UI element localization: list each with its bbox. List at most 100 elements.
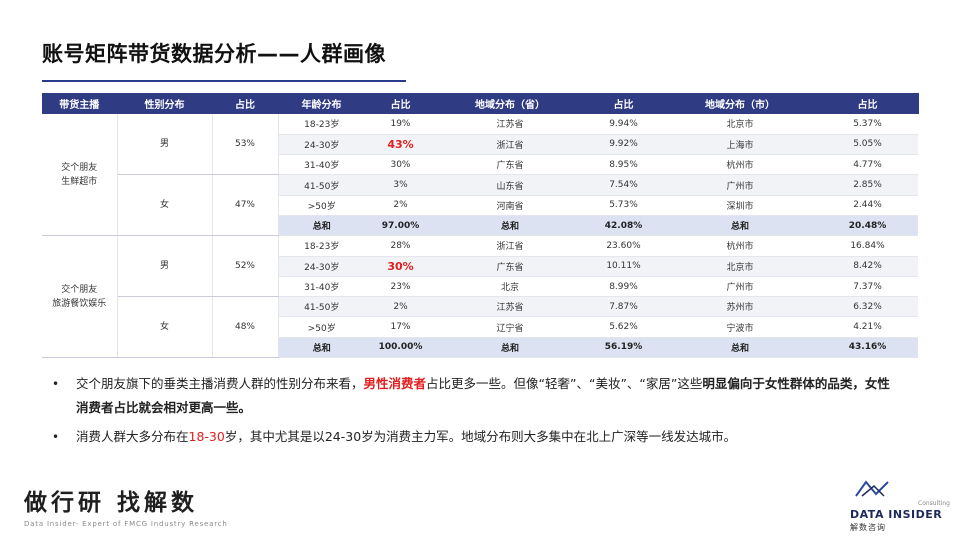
province-pct-cell: 8.99%: [584, 276, 663, 298]
audience-table: 带货主播 性别分布 占比 年龄分布 占比 地域分布（省） 占比 地域分布（市） …: [42, 93, 919, 359]
city-cell: 苏州市: [663, 296, 817, 318]
brand-consulting: Consulting: [918, 500, 950, 507]
age-cell: 41-50岁: [278, 296, 365, 318]
age-pct-cell: 2%: [365, 195, 436, 216]
province-pct-cell: 7.54%: [584, 174, 663, 196]
gender-pct-cell: 48%: [212, 296, 279, 359]
bullet-text-part: 占比更多一些。但像“轻奢”、“美妆”、“家居”这些: [426, 376, 703, 391]
city-cell: 上海市: [663, 134, 817, 156]
bullet-text-part: 消费人群大多分布在: [76, 429, 189, 444]
header-province-pct: 占比: [584, 93, 664, 114]
total-row: 总和 97.00% 总和 42.08% 总和 20.48%: [42, 215, 918, 237]
age-cell: 31-40岁: [278, 154, 365, 176]
bullet-text: 消费人群大多分布在18-30岁，其中尤其是以24-30岁为消费主力军。地域分布则…: [76, 425, 736, 449]
total-age-value: 100.00%: [365, 337, 436, 359]
total-label: 总和: [278, 337, 365, 359]
table-row: 31-40岁 23% 北京 8.99% 广州市 7.37%: [42, 276, 918, 298]
table-row: 交个朋友 旅游餐饮娱乐 男 52% 18-23岁 28% 浙江省 23.60% …: [42, 235, 918, 359]
province-cell: 浙江省: [436, 134, 584, 156]
gender-pct-cell: 52%: [212, 235, 279, 298]
total-label: 总和: [663, 337, 817, 359]
highlight-value: 30%: [387, 259, 414, 273]
province-pct-cell: 5.62%: [584, 316, 663, 338]
age-cell: 41-50岁: [278, 174, 365, 196]
gender-cell: 女: [117, 174, 213, 237]
header-province: 地域分布（省）: [436, 93, 585, 114]
total-city-value: 20.48%: [817, 215, 918, 237]
age-pct-cell: 30%: [365, 154, 436, 176]
bullet-item: • 消费人群大多分布在18-30岁，其中尤其是以24-30岁为消费主力军。地域分…: [52, 425, 902, 449]
title-underline: [42, 80, 406, 82]
city-pct-cell: 4.21%: [817, 316, 918, 338]
age-cell: 18-23岁: [278, 114, 365, 135]
anchor-cell: 交个朋友 旅游餐饮娱乐: [42, 235, 118, 359]
city-cell: 广州市: [663, 174, 817, 196]
header-anchor: 带货主播: [42, 93, 118, 114]
age-pct-cell: 3%: [365, 174, 436, 196]
total-age-value: 97.00%: [365, 215, 436, 237]
city-pct-cell: 2.85%: [817, 174, 918, 196]
province-pct-cell: 23.60%: [584, 235, 663, 257]
brand-mark-icon: [855, 480, 889, 497]
anchor-cell: 交个朋友 生鲜超市: [42, 114, 118, 237]
age-pct-cell: 17%: [365, 316, 436, 338]
province-cell: 江苏省: [436, 114, 584, 135]
table-row: 31-40岁 30% 广东省 8.95% 杭州市 4.77%: [42, 154, 918, 176]
total-row: 总和 100.00% 总和 56.19% 总和 43.16%: [42, 337, 918, 359]
insight-bullets: • 交个朋友旗下的垂类主播消费人群的性别分布来看，男性消费者占比更多一些。但像“…: [52, 372, 902, 454]
bullet-bold: 明显偏向于女性群体的品类，女性消费者占比就会相对更高一些。: [76, 376, 890, 415]
age-cell: 24-30岁: [278, 256, 365, 277]
province-pct-cell: 9.92%: [584, 134, 663, 156]
total-province-value: 42.08%: [584, 215, 663, 237]
table-row: >50岁 17% 辽宁省 5.62% 宁波市 4.21%: [42, 316, 918, 338]
city-pct-cell: 5.37%: [817, 114, 918, 135]
table-row: 女 48% 41-50岁 2% 江苏省 7.87% 苏州市 6.32%: [42, 296, 918, 359]
brand-cn: 解数咨询: [850, 523, 886, 532]
highlight-value: 43%: [387, 137, 414, 151]
bullet-item: • 交个朋友旗下的垂类主播消费人群的性别分布来看，男性消费者占比更多一些。但像“…: [52, 372, 902, 420]
bullet-text-part: 交个朋友旗下的垂类主播消费人群的性别分布来看，: [76, 376, 364, 391]
province-cell: 江苏省: [436, 296, 584, 318]
city-cell: 广州市: [663, 276, 817, 298]
gender-cell: 女: [117, 296, 213, 359]
province-cell: 广东省: [436, 256, 584, 277]
total-label: 总和: [663, 215, 817, 237]
city-pct-cell: 16.84%: [817, 235, 918, 257]
header-city: 地域分布（市）: [663, 93, 818, 114]
table-row: 交个朋友 生鲜超市 男 53% 18-23岁 19% 江苏省 9.94% 北京市…: [42, 114, 918, 237]
header-city-pct: 占比: [817, 93, 919, 114]
city-cell: 北京市: [663, 114, 817, 135]
header-age: 年龄分布: [278, 93, 366, 114]
age-cell: 18-23岁: [278, 235, 365, 257]
table-row: 24-30岁 30% 广东省 10.11% 北京市 8.42%: [42, 256, 918, 277]
city-cell: 宁波市: [663, 316, 817, 338]
total-label: 总和: [436, 215, 584, 237]
province-pct-cell: 5.73%: [584, 195, 663, 216]
age-cell: 24-30岁: [278, 134, 365, 156]
bullet-dot-icon: •: [52, 430, 60, 444]
footer-tagline: Data Insider- Expert of FMCG Industry Re…: [24, 520, 228, 528]
age-pct-cell-highlight: 30%: [365, 256, 436, 277]
province-pct-cell: 8.95%: [584, 154, 663, 176]
province-pct-cell: 9.94%: [584, 114, 663, 135]
header-age-pct: 占比: [365, 93, 437, 114]
table-row: 24-30岁 43% 浙江省 9.92% 上海市 5.05%: [42, 134, 918, 156]
city-cell: 杭州市: [663, 154, 817, 176]
province-pct-cell: 7.87%: [584, 296, 663, 318]
age-pct-cell: 28%: [365, 235, 436, 257]
total-label: 总和: [278, 215, 365, 237]
table-row: >50岁 2% 河南省 5.73% 深圳市 2.44%: [42, 195, 918, 216]
footer-slogan: 做行研 找解数: [24, 490, 199, 516]
age-pct-cell-highlight: 43%: [365, 134, 436, 156]
footer-logo: 做行研 找解数 Data Insider- Expert of FMCG Ind…: [24, 483, 228, 528]
header-gender: 性别分布: [117, 93, 213, 114]
city-cell: 北京市: [663, 256, 817, 277]
gender-cell: 男: [117, 114, 213, 176]
bullet-text-part: 岁，其中尤其是以24-30岁为消费主力军。地域分布则大多集中在北上广深等一线发达…: [224, 429, 737, 444]
page-title: 账号矩阵带货数据分析——人群画像: [42, 42, 386, 66]
age-cell: >50岁: [278, 316, 365, 338]
total-label: 总和: [436, 337, 584, 359]
brand-name: DATA INSIDER: [850, 508, 943, 521]
city-cell: 杭州市: [663, 235, 817, 257]
header-gender-pct: 占比: [212, 93, 279, 114]
